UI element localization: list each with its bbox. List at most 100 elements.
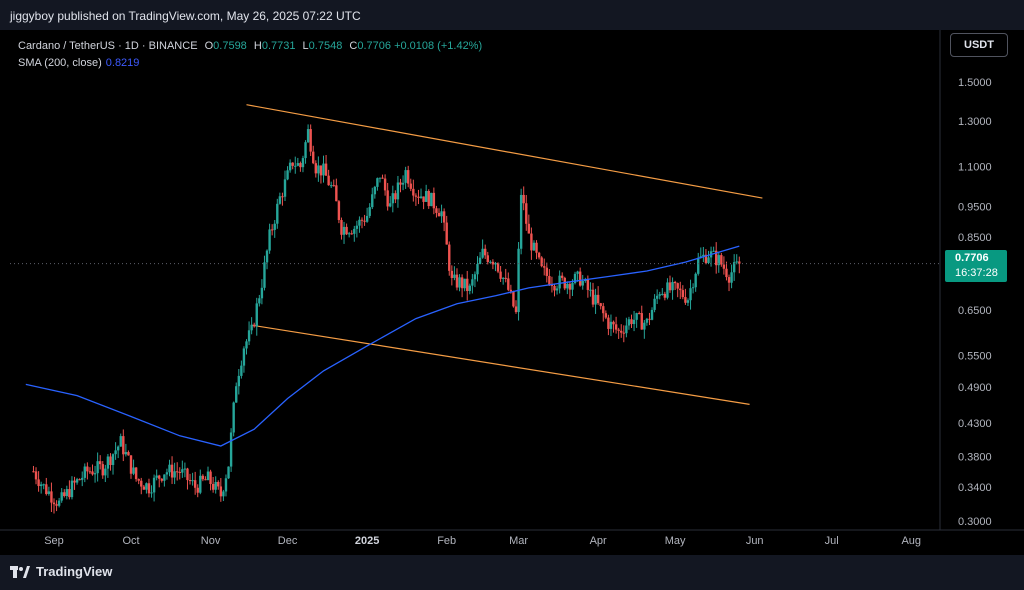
legend: Cardano / TetherUS · 1D · BINANCE O0.759… [18,38,482,72]
candle-body [499,271,502,279]
candle-body [327,175,330,186]
candle-body [540,257,543,267]
candle-body [140,480,143,487]
candle-body [504,277,507,279]
candle-body [386,190,389,207]
candle-body [622,332,625,334]
y-tick-label: 0.3800 [958,452,992,464]
candle-body [211,483,215,490]
candle-body [586,279,590,290]
candle-body [204,479,207,481]
candle-body [576,271,579,274]
y-tick-label: 0.3400 [958,482,992,494]
candle-body [109,456,112,465]
candle-body [132,467,135,474]
candle-body [296,163,300,166]
candle-body [473,274,477,280]
y-tick-label: 0.4900 [958,382,992,394]
candle-body [407,170,410,184]
candle-body [104,468,107,476]
candle-body [265,250,269,263]
candle-body [630,319,633,325]
candle-body [227,466,230,479]
candle-body [301,158,305,168]
open-label: O [204,40,214,52]
currency-button[interactable]: USDT [950,33,1008,57]
candle-body [91,471,94,475]
tradingview-wordmark: TradingView [36,564,113,579]
candle-body [34,471,38,480]
candle-body [481,248,484,258]
candle-body [661,293,664,295]
candle-body [304,142,307,159]
candle-body [88,471,92,473]
candle-body [607,317,610,329]
candle-body [735,261,738,263]
candle-body [45,484,48,494]
candle-body [463,278,466,289]
candle-body [330,185,333,187]
candle-body [129,455,133,474]
candle-body [60,492,63,501]
candle-body [638,313,641,315]
symbol-name[interactable]: Cardano / TetherUS · 1D · BINANCE [18,40,198,52]
candle-body [186,468,189,481]
candle-body [697,257,700,274]
candle-body [455,274,459,288]
candle-body [391,193,394,204]
x-tick-label: Apr [590,535,607,547]
candle-body [725,268,728,278]
candle-body [501,277,505,279]
candle-body [517,248,520,313]
candle-body [435,208,438,213]
bar-countdown: 16:37:28 [955,267,998,279]
y-tick-label: 0.4300 [958,418,992,430]
candle-body [635,313,638,320]
last-price-value: 0.7706 [955,252,989,264]
candle-body [702,254,705,257]
candle-body [173,471,176,478]
candle-body [124,452,128,455]
candle-body [270,229,274,231]
candle-body [643,322,646,330]
candle-body [245,341,248,349]
tradingview-logo[interactable]: TradingView [10,564,112,579]
candle-body [450,270,454,278]
candle-body [368,207,371,216]
x-tick-label: Feb [437,535,456,547]
candle-body [617,329,620,331]
candle-body [93,473,97,475]
low-label: L [302,40,309,52]
candle-body [235,386,238,403]
candle-body [715,250,718,266]
candle-body [543,266,546,268]
candle-body [691,287,695,289]
candle-body [427,190,430,207]
candle-body [437,212,441,217]
candle-body [720,255,723,265]
candle-body [432,192,436,209]
candle-body [191,480,194,482]
candle-body [383,178,387,191]
high-label: H [253,40,262,52]
candle-body [286,170,289,180]
candle-body [486,255,489,263]
candles [32,124,741,514]
candle-body [491,261,495,265]
legend-indicator-row[interactable]: SMA (200, close) 0.8219 [18,55,482,72]
candle-body [134,467,138,480]
candle-body [137,479,140,481]
candle-body [599,303,602,307]
candle-body [722,264,726,269]
candle-body [594,294,597,305]
candle-body [247,330,251,342]
candle-body [165,472,169,475]
candle-body [401,182,405,185]
x-tick-label: 2025 [355,535,379,547]
candle-body [519,194,523,249]
candle-body [142,486,146,490]
candle-body [147,483,151,494]
candle-body [614,324,618,330]
candle-body [609,321,613,329]
